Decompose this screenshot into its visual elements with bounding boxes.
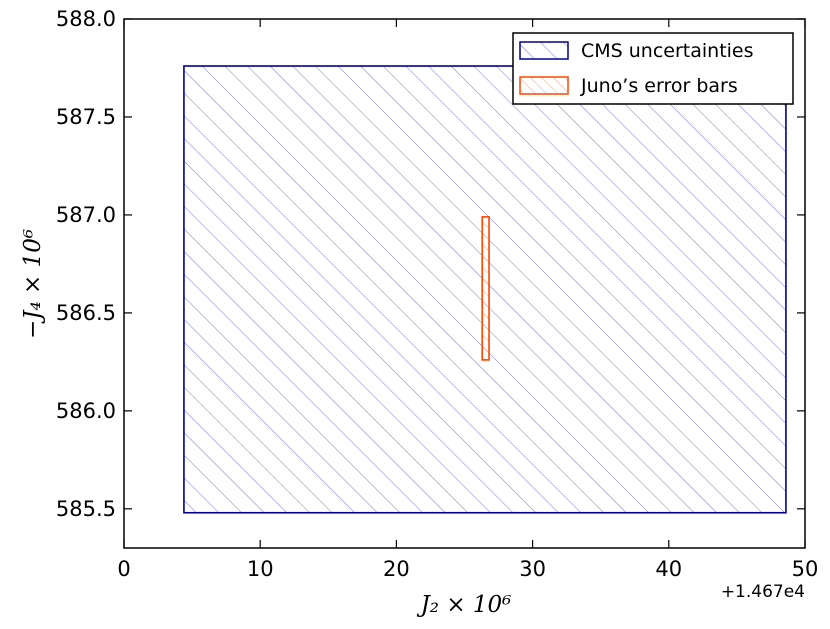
y-tick-label: 587.0 [56,203,116,227]
y-tick-label: 588.0 [56,7,116,31]
x-tick-label: 30 [519,557,546,581]
plot-frame [123,18,806,549]
legend-swatch-cms [519,41,569,60]
series-rect-juno [481,216,490,361]
legend-swatch-juno [519,76,569,95]
x-tick-label: 50 [792,557,819,581]
legend-label-juno: Juno’s error bars [580,75,738,97]
legend-label-cms: CMS uncertainties [581,40,754,62]
y-tick-label: 586.0 [56,399,116,423]
y-axis-label: −J₄ × 10⁶ [20,229,46,339]
plot-ticks: 0 10 20 30 40 50 585.5 586.0 586.5 587.0 587.5 588.… [56,7,818,581]
y-tick-label: 587.5 [56,105,116,129]
x-tick-label: 0 [117,557,130,581]
plot-marks [183,65,787,514]
x-tick-label: 10 [247,557,274,581]
legend: CMS uncertainties Juno’s error bars [512,32,794,105]
y-tick-label: 585.5 [56,497,116,521]
x-tick-label: 20 [383,557,410,581]
x-tick-label: 40 [655,557,682,581]
plot-axes [123,18,806,549]
y-tick-label: 586.5 [56,301,116,325]
x-offset-label: +1.467e4 [721,582,805,602]
x-axis-label: J₂ × 10⁶ [417,592,512,618]
